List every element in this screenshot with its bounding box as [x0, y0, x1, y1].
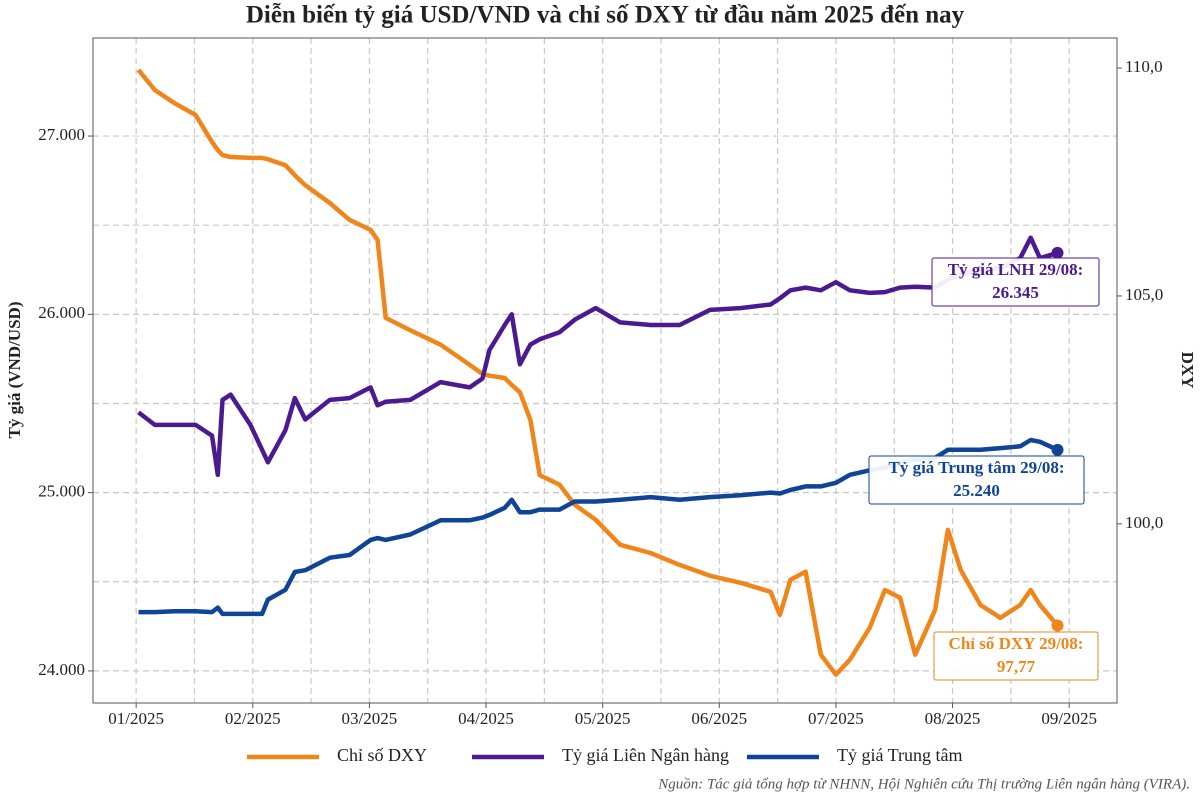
annotation-box — [868, 455, 1085, 505]
series-line — [136, 68, 1060, 677]
chart-title: Diễn biến tỷ giá USD/VND và chỉ số DXY t… — [246, 2, 965, 29]
end-point — [1051, 443, 1064, 456]
legend-label: Chỉ số DXY — [337, 745, 427, 765]
annotation-title: Tỷ giá LNH 29/08: — [948, 260, 1084, 279]
y2-axis-label: DXY — [1178, 352, 1197, 389]
plot-frame — [92, 37, 1118, 704]
x-tick-label: 09/2025 — [1041, 709, 1097, 728]
annotation-box — [931, 257, 1100, 307]
annotation-title: Tỷ giá Trung tâm 29/08: — [889, 458, 1065, 477]
series-line — [137, 235, 1059, 478]
y-tick-label: 26.000 — [38, 303, 85, 322]
y2-tick-label: 100,0 — [1125, 513, 1163, 532]
y-tick-label: 24.000 — [38, 660, 85, 679]
annotation-value: 97,77 — [997, 657, 1036, 676]
y-axis-label: Tỷ giá (VND/USD) — [5, 302, 24, 439]
annotation-title: Chỉ số DXY 29/08: — [949, 634, 1084, 653]
x-tick-label: 02/2025 — [225, 709, 281, 728]
y-tick-label: 27.000 — [38, 125, 85, 144]
x-tick-label: 03/2025 — [342, 709, 398, 728]
x-tick-label: 05/2025 — [575, 709, 631, 728]
x-tick-label: 08/2025 — [925, 709, 981, 728]
x-tick-label: 01/2025 — [108, 709, 164, 728]
x-tick-label: 06/2025 — [691, 709, 747, 728]
annotation-value: 25.240 — [953, 481, 1000, 500]
legend-label: Tỷ giá Liên Ngân hàng — [562, 745, 729, 765]
x-tick-label: 07/2025 — [808, 709, 864, 728]
end-point — [1051, 246, 1064, 259]
source-note: Nguồn: Tác giả tổng hợp từ NHNN, Hội Ngh… — [657, 776, 1190, 792]
legend-label: Tỷ giá Trung tâm — [837, 745, 963, 765]
end-point — [1051, 619, 1064, 632]
annotation-value: 26.345 — [992, 283, 1039, 302]
y-tick-label: 25.000 — [38, 482, 85, 501]
y2-tick-label: 110,0 — [1125, 57, 1163, 76]
x-tick-label: 04/2025 — [458, 709, 514, 728]
annotation-box — [933, 631, 1099, 681]
y2-tick-label: 105,0 — [1125, 285, 1163, 304]
